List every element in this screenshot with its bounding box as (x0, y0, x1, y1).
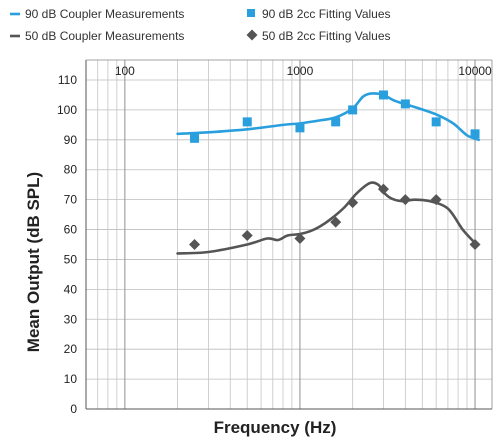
y-tick-label: 50 (64, 252, 78, 266)
legend-label: 50 dB Coupler Measurements (25, 29, 184, 43)
data-point-square (295, 123, 305, 133)
grid (85, 60, 492, 410)
data-point-diamond (294, 233, 306, 245)
legend-square-marker (247, 9, 255, 17)
y-tick-label: 110 (58, 73, 77, 87)
y-tick-label: 100 (57, 103, 77, 117)
y-tick-label: 10 (64, 372, 78, 386)
data-point-diamond (430, 194, 442, 206)
data-point-diamond (189, 239, 201, 250)
legend: 90 dB Coupler Measurements 90 dB 2cc Fitt… (10, 7, 391, 43)
x-tick-label: 1000 (287, 64, 314, 78)
data-point-diamond (469, 239, 481, 250)
data-point-square (378, 90, 388, 100)
legend-diamond-marker (246, 29, 258, 41)
data-point-diamond (241, 230, 253, 242)
series-line-1 (176, 181, 477, 255)
legend-label: 90 dB 2cc Fitting Values (262, 7, 391, 21)
tick-labels: 0 10 20 30 40 50 60 70 80 90 100 110 100 1000 10000 (57, 64, 492, 416)
y-tick-label: 0 (70, 402, 77, 416)
legend-label: 50 dB 2cc Fitting Values (262, 29, 391, 43)
data-point-square (190, 133, 200, 143)
y-tick-label: 70 (64, 193, 78, 207)
y-tick-label: 20 (64, 342, 78, 356)
legend-label: 90 dB Coupler Measurements (25, 7, 184, 21)
y-tick-label: 90 (64, 133, 78, 147)
data-point-square (242, 117, 252, 127)
axes (85, 59, 493, 410)
data-point-square (348, 105, 358, 115)
data-point-diamond (377, 183, 389, 195)
y-axis-title: Mean Output (dB SPL) (24, 172, 43, 352)
x-tick-label: 100 (115, 64, 135, 78)
y-tick-label: 60 (64, 223, 78, 237)
y-tick-label: 80 (64, 163, 78, 177)
y-tick-label: 40 (64, 282, 78, 296)
data-point-square (400, 99, 410, 109)
data-point-square (470, 129, 480, 139)
series-line-0 (176, 92, 481, 142)
x-tick-label: 10000 (458, 64, 492, 78)
data-point-diamond (330, 216, 342, 228)
y-tick-label: 30 (64, 312, 78, 326)
data-point-diamond (347, 197, 359, 209)
x-axis-title: Frequency (Hz) (214, 418, 337, 437)
data-point-square (331, 117, 341, 127)
data-point-square (431, 117, 441, 127)
data-point-diamond (399, 194, 411, 206)
plot-area (176, 90, 481, 255)
